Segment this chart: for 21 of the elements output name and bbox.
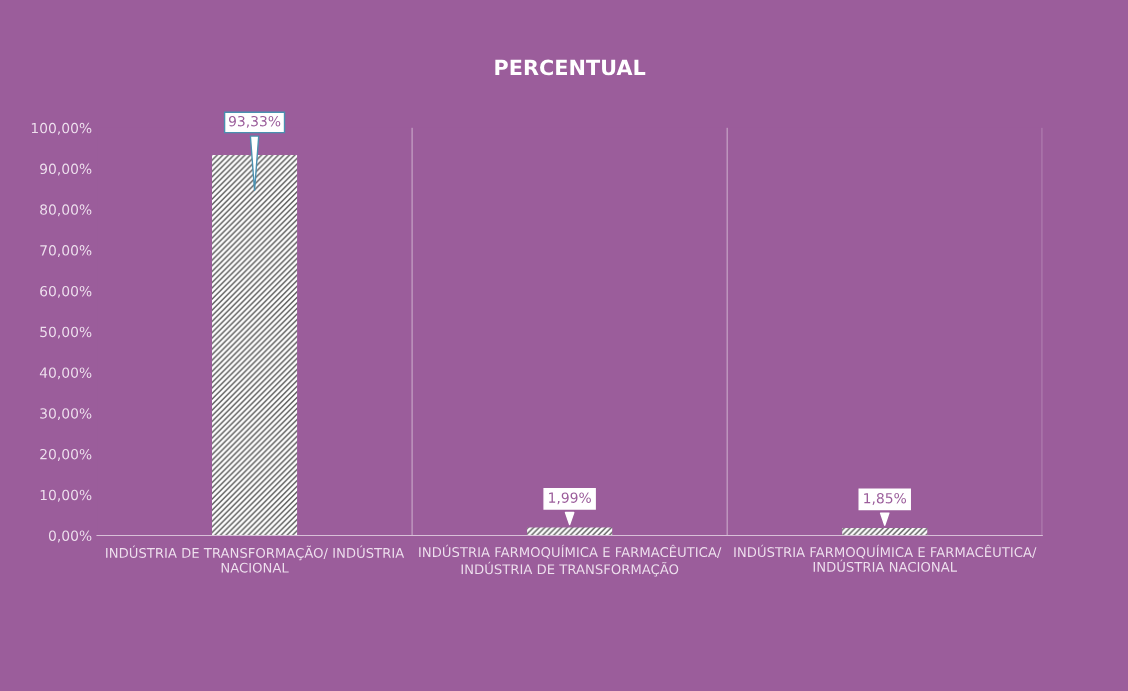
y-tick-label: 60,00%	[40, 285, 92, 298]
data-label: 1,99%	[549, 492, 591, 505]
data-label: 1,85%	[864, 492, 907, 505]
x-tick-label: INDÚSTRIA DE TRANSFORMAÇÃO/ INDÚSTRIA NACIONAL	[106, 545, 405, 573]
y-tick-label: 0,00%	[48, 530, 92, 543]
y-tick-label: 100,00%	[31, 122, 92, 135]
chart-title: PERCENTUAL	[495, 59, 646, 76]
data-label: 93,33%	[228, 115, 281, 128]
bar	[212, 155, 298, 536]
bar	[842, 527, 928, 536]
x-tick-label: INDÚSTRIA FARMOQUÍMICA E FARMACÊUTICA/ INDÚSTRIA DE TRANSFORMAÇÃO	[419, 544, 722, 577]
y-tick-label: 90,00%	[40, 163, 92, 176]
y-tick-label: 50,00%	[40, 326, 92, 339]
y-tick-label: 30,00%	[40, 408, 92, 421]
y-tick-label: 40,00%	[39, 367, 92, 380]
y-tick-label: 10,00%	[40, 489, 92, 502]
x-tick-label: INDÚSTRIA FARMOQUÍMICA E FARMACÊUTICA/ INDÚSTRIA NACIONAL	[734, 544, 1037, 572]
y-tick-label: 80,00%	[40, 204, 92, 217]
y-tick-label: 70,00%	[40, 245, 92, 258]
y-tick-label: 20,00%	[40, 448, 92, 461]
bar	[527, 527, 613, 536]
